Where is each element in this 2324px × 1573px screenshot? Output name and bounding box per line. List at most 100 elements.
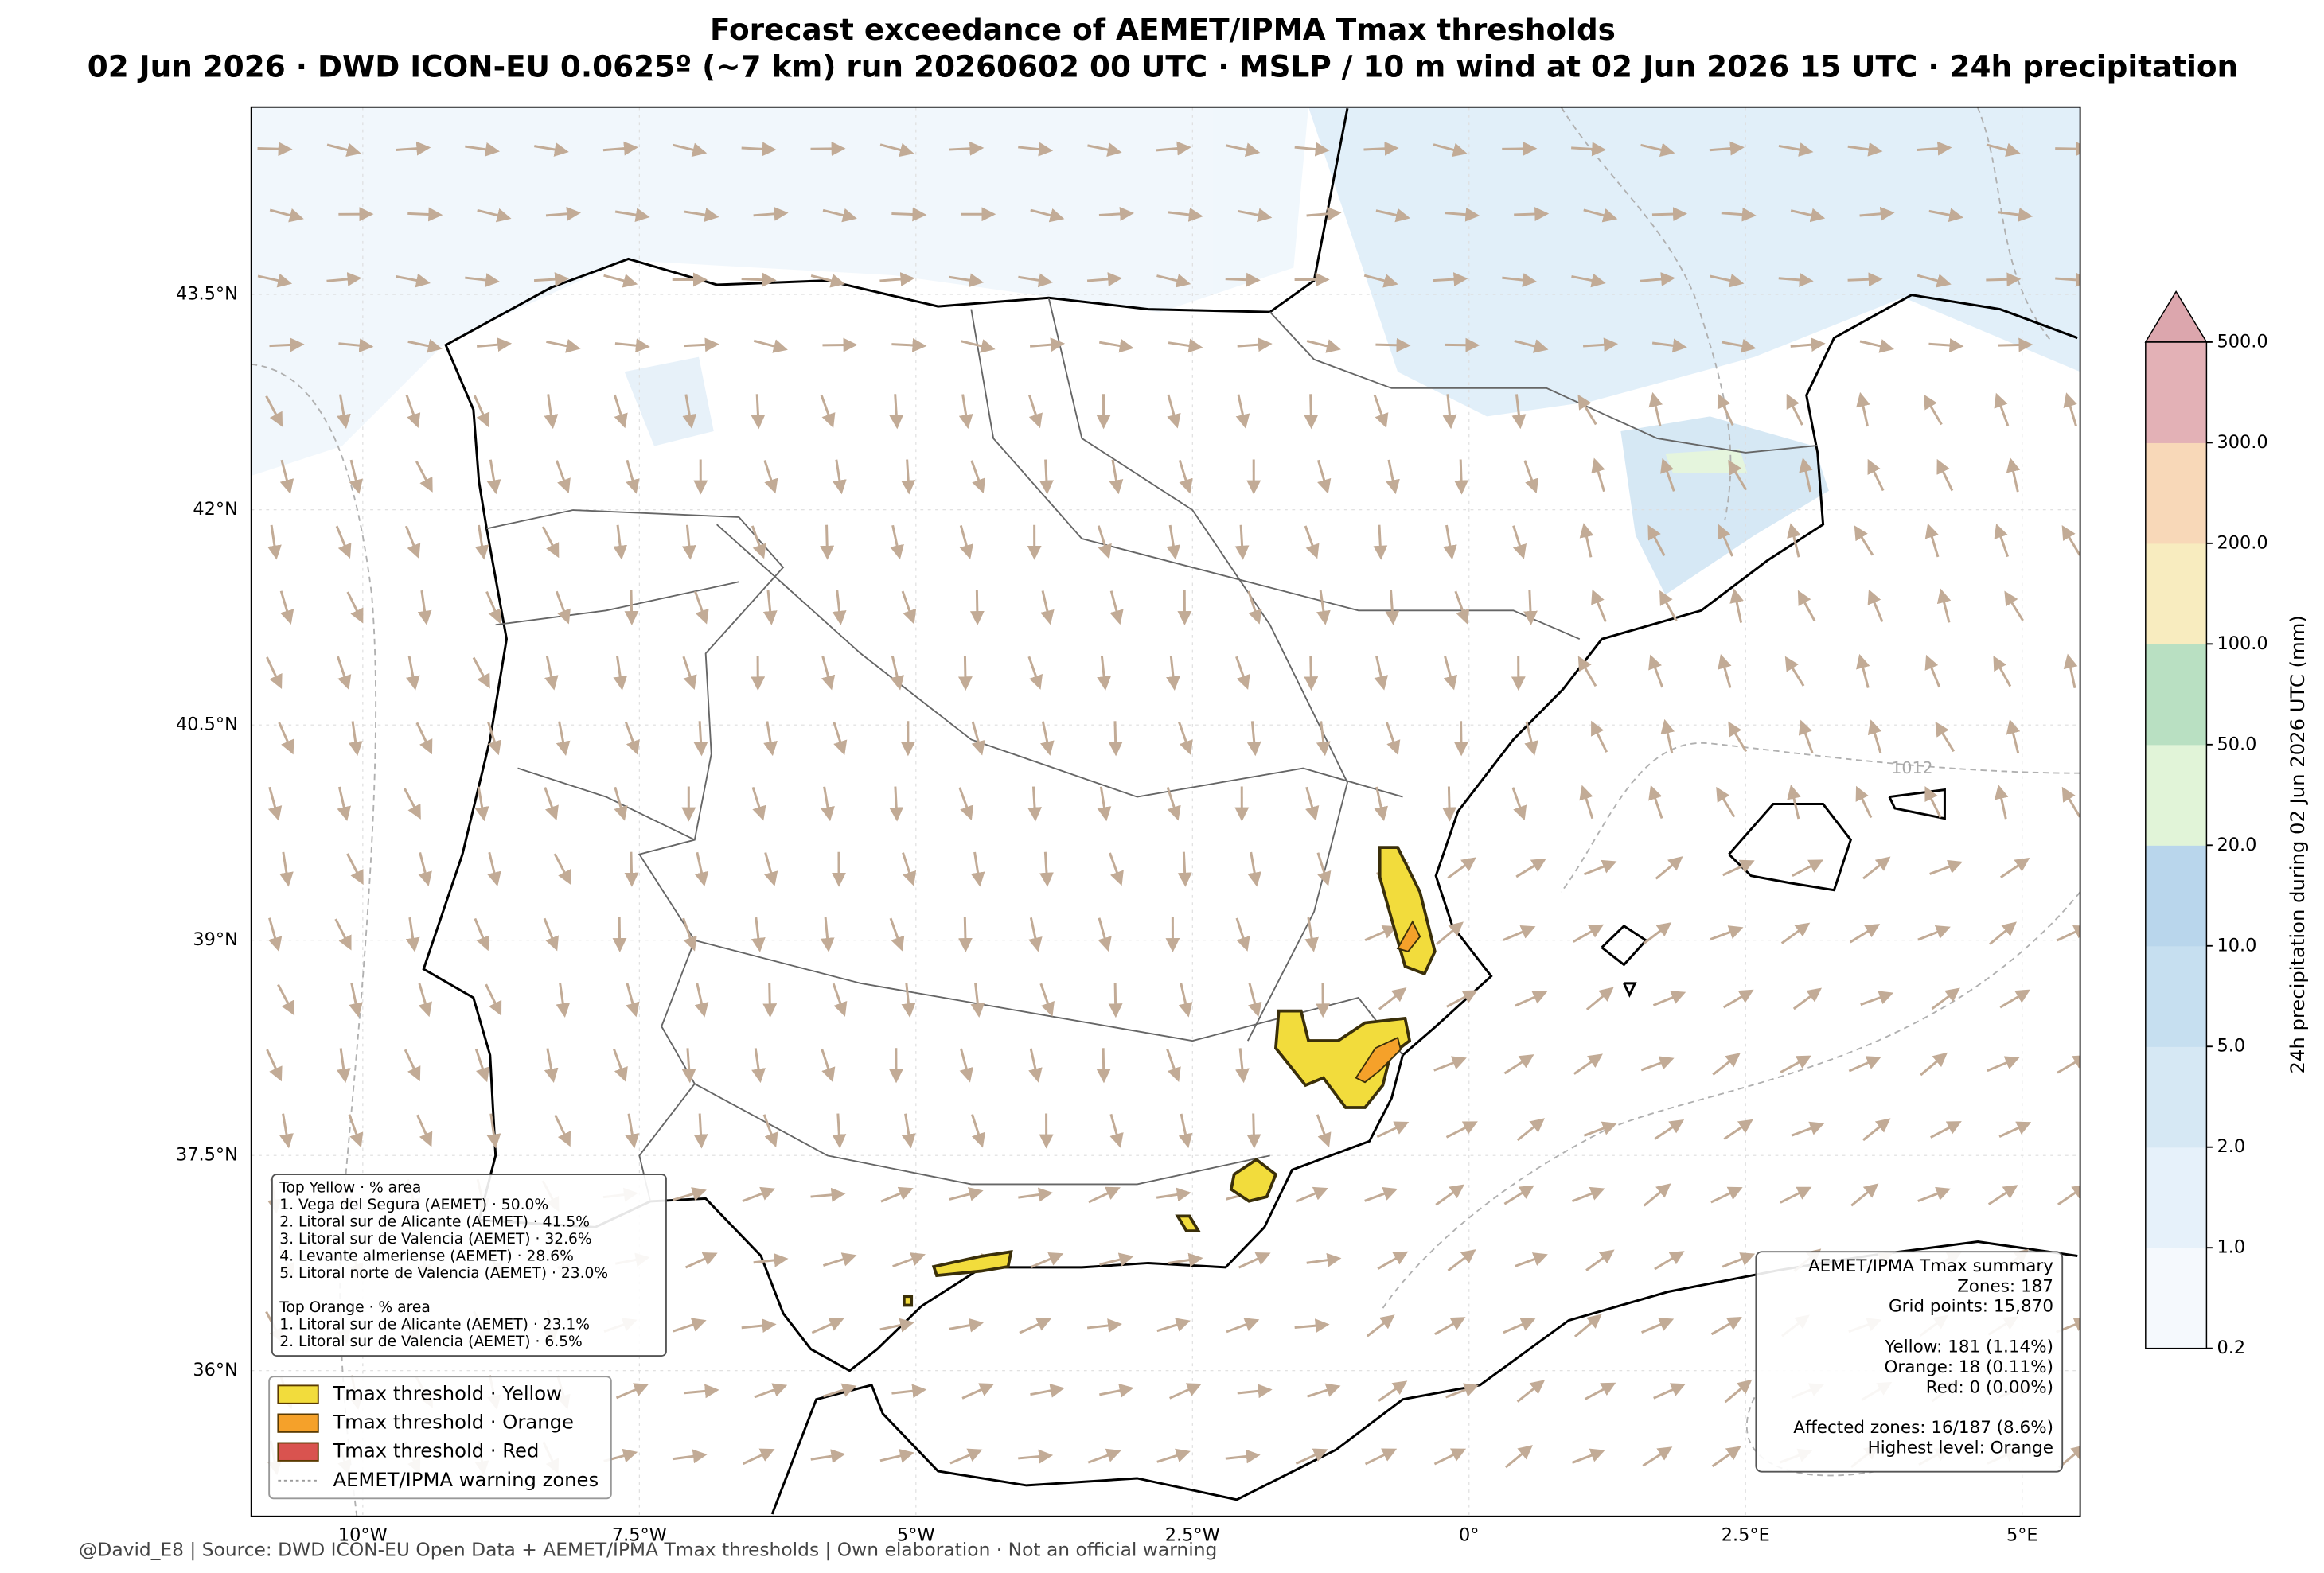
wind-arrow xyxy=(1847,272,1883,287)
wind-arrow xyxy=(613,394,628,429)
wind-arrow xyxy=(1178,459,1193,494)
wind-arrow xyxy=(1786,393,1803,426)
wind-arrow xyxy=(949,273,985,288)
wind-arrow xyxy=(1723,1119,1753,1140)
wind-arrow xyxy=(1987,1185,2018,1205)
wind-arrow xyxy=(763,721,778,757)
legend-label: Tmax threshold · Red xyxy=(332,1439,539,1462)
wind-arrow xyxy=(346,853,364,886)
wind-arrow xyxy=(1364,1186,1398,1202)
wind-arrow xyxy=(1168,338,1203,353)
wind-arrow xyxy=(1582,337,1619,352)
lon-label: 5°E xyxy=(2006,1525,2038,1546)
colorbar-extension xyxy=(2144,290,2208,343)
wind-arrow xyxy=(1655,856,1683,880)
wind-arrow xyxy=(348,1114,364,1148)
wind-arrow xyxy=(1716,786,1736,818)
summary-line: Yellow: 181 (1.14%) xyxy=(1884,1337,2053,1357)
wind-arrow xyxy=(407,207,443,222)
wind-arrow xyxy=(754,1383,788,1399)
wind-arrow xyxy=(810,142,846,156)
wind-arrow xyxy=(1648,654,1664,688)
wind-arrow xyxy=(1166,524,1181,560)
wind-arrow xyxy=(1433,142,1468,158)
wind-arrow xyxy=(349,983,363,1018)
wind-arrow xyxy=(1523,590,1538,625)
wind-arrow xyxy=(1028,917,1043,952)
wind-arrow xyxy=(1591,720,1608,753)
wind-arrow xyxy=(1169,1383,1202,1400)
wind-arrow xyxy=(741,142,777,157)
wind-arrow xyxy=(1363,141,1399,156)
wind-arrow xyxy=(1027,656,1043,690)
wind-arrow xyxy=(1237,337,1273,352)
colorbar-band xyxy=(2145,1046,2207,1148)
wind-arrow xyxy=(1027,786,1042,822)
wind-arrow xyxy=(1108,983,1123,1018)
wind-arrow xyxy=(1994,785,2009,820)
wind-arrow xyxy=(1571,1186,1605,1203)
wind-arrow xyxy=(889,394,904,430)
lon-label: 0° xyxy=(1459,1525,1479,1546)
wind-arrow xyxy=(1994,392,2010,426)
title: Forecast exceedance of AEMET/IPMA Tmax t… xyxy=(710,12,1616,47)
colorbar-tick-label: 5.0 xyxy=(2217,1036,2245,1057)
wind-arrow xyxy=(1931,987,1960,1010)
wind-arrow xyxy=(405,917,420,952)
wind-arrow xyxy=(266,656,283,689)
wind-arrow xyxy=(1433,272,1468,287)
wind-arrow xyxy=(949,141,985,156)
wind-arrow xyxy=(1571,1448,1605,1464)
wind-arrow xyxy=(415,722,433,755)
wind-arrow xyxy=(1660,718,1675,754)
wind-arrow xyxy=(486,459,501,495)
wind-arrow xyxy=(1234,524,1250,560)
wind-arrow xyxy=(1579,523,1594,558)
wind-arrow xyxy=(257,142,293,157)
wind-arrow xyxy=(1445,207,1480,222)
wind-arrow xyxy=(1717,393,1734,426)
colorbar-band xyxy=(2145,341,2207,443)
wind-arrow xyxy=(334,918,352,951)
wind-arrow xyxy=(1523,460,1539,494)
wind-arrow xyxy=(555,590,571,625)
wind-arrow xyxy=(1778,142,1814,157)
wind-arrow xyxy=(1108,721,1123,757)
box-heading: Top Yellow · % area xyxy=(279,1179,421,1196)
wind-arrow xyxy=(1294,142,1330,157)
wind-arrow xyxy=(613,656,628,691)
wind-arrow xyxy=(614,786,628,821)
wind-arrow xyxy=(1235,917,1250,952)
wind-arrow xyxy=(1790,208,1826,223)
wind-arrow xyxy=(1511,394,1527,430)
wind-arrow xyxy=(1373,394,1389,429)
wind-arrow xyxy=(1711,1446,1741,1468)
wind-arrow xyxy=(1447,857,1476,879)
wind-arrow xyxy=(1524,721,1538,756)
wind-arrow xyxy=(266,1049,283,1082)
summary-line: Highest level: Orange xyxy=(1868,1439,2053,1458)
wind-arrow xyxy=(1225,1449,1261,1464)
wind-arrow xyxy=(544,1048,559,1084)
wind-arrow xyxy=(1591,589,1607,623)
wind-arrow xyxy=(1109,459,1124,495)
wind-arrow xyxy=(1515,991,1548,1007)
wind-arrow xyxy=(626,459,640,494)
wind-arrow xyxy=(624,851,639,887)
wind-arrow xyxy=(486,1113,501,1149)
wind-arrow xyxy=(682,917,697,952)
wind-arrow xyxy=(1780,922,1811,944)
wind-arrow xyxy=(1096,1048,1111,1084)
wind-arrow xyxy=(1862,1118,1891,1142)
wind-arrow xyxy=(879,142,914,158)
wind-arrow xyxy=(1867,458,1885,492)
colorbar-tick-label: 20.0 xyxy=(2217,835,2256,855)
colorbar-label: 24h precipitation during 02 Jun 2026 UTC… xyxy=(2286,615,2309,1073)
orange-area xyxy=(1396,920,1421,952)
wind-arrow xyxy=(1571,142,1607,157)
wind-arrow xyxy=(961,1383,995,1400)
wind-arrow xyxy=(1109,1113,1124,1148)
wind-arrow xyxy=(1591,457,1605,493)
